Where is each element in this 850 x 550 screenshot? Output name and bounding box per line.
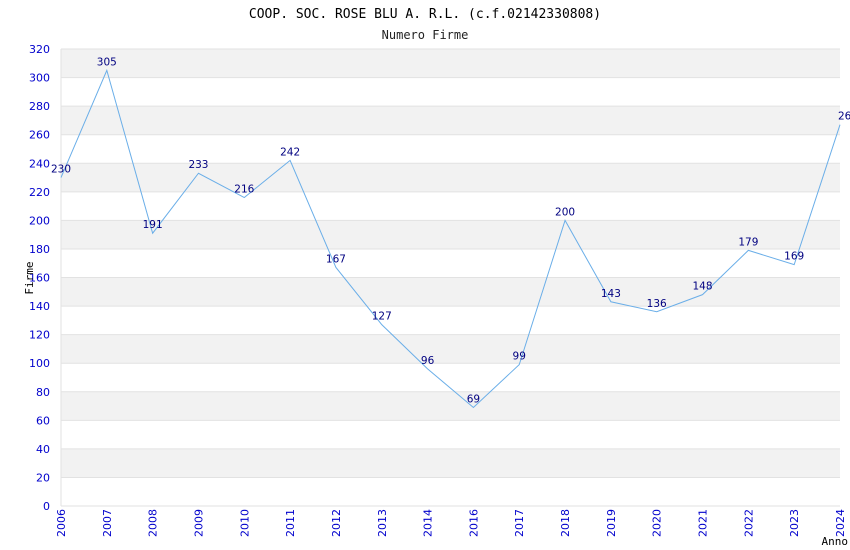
x-tick-label: 2012 <box>330 509 343 537</box>
x-tick-label: 2016 <box>467 509 480 537</box>
y-tick-label: 60 <box>36 414 50 427</box>
data-label: 99 <box>513 351 526 363</box>
y-tick-label: 160 <box>29 272 50 285</box>
data-label: 242 <box>280 146 300 158</box>
grid-band-3 <box>61 277 840 307</box>
data-label: 96 <box>421 355 435 367</box>
data-label: 216 <box>234 184 254 196</box>
y-tick-labels: 0 20 40 60 80 100 120 140 160 180 200 220 240 260 280 3… <box>29 43 50 513</box>
x-tick-label: 2021 <box>697 509 710 537</box>
x-tick-label: 2007 <box>101 509 114 537</box>
grid-band-7 <box>61 49 840 78</box>
series-line <box>60 68 841 409</box>
data-label: 230 <box>51 164 71 176</box>
data-label: 191 <box>143 219 163 231</box>
y-tick-label: 320 <box>29 43 50 56</box>
data-label: 148 <box>693 281 713 293</box>
y-tick-label: 220 <box>29 186 50 199</box>
x-tick-label: 2019 <box>605 509 618 537</box>
data-label: 169 <box>784 251 804 263</box>
chart-subtitle: Numero Firme <box>382 28 469 42</box>
y-tick-label: 240 <box>29 157 50 170</box>
data-label: 179 <box>738 236 758 248</box>
y-tick-label: 80 <box>36 386 50 399</box>
x-tick-label: 2014 <box>422 509 435 537</box>
data-label: 127 <box>372 311 392 323</box>
plot-bands <box>61 49 840 478</box>
data-label: 267 <box>838 111 850 123</box>
x-tick-label: 2023 <box>788 509 801 537</box>
y-tick-label: 100 <box>29 357 50 370</box>
y-tick-label: 0 <box>43 500 50 513</box>
data-label: 305 <box>97 56 117 68</box>
y-tick-label: 300 <box>29 72 50 85</box>
y-axis-title: Firme <box>23 261 36 294</box>
y-tick-label: 280 <box>29 100 50 113</box>
x-tick-label: 2013 <box>376 509 389 537</box>
grid-band-6 <box>61 106 840 135</box>
data-label: 167 <box>326 254 346 266</box>
x-tick-label: 2006 <box>55 509 68 537</box>
grid-band-2 <box>61 334 840 364</box>
x-tick-label: 2020 <box>651 509 664 537</box>
chart-title: COOP. SOC. ROSE BLU A. R.L. (c.f.0214233… <box>249 7 601 22</box>
x-tick-label: 2022 <box>742 509 755 537</box>
y-tick-label: 180 <box>29 243 50 256</box>
x-tick-label: 2008 <box>147 509 160 537</box>
grid-band-0 <box>61 448 840 478</box>
grid-band-4 <box>61 220 840 249</box>
grid-band-5 <box>61 163 840 192</box>
y-tick-label: 260 <box>29 129 50 142</box>
y-tick-label: 140 <box>29 300 50 313</box>
y-tick-label: 20 <box>36 471 50 484</box>
y-tick-label: 40 <box>36 443 50 456</box>
x-axis-title: Anno <box>822 535 849 548</box>
data-label: 200 <box>555 206 575 218</box>
x-tick-label: 2024 <box>834 509 847 537</box>
data-label: 233 <box>188 159 208 171</box>
x-tick-label: 2010 <box>238 509 251 537</box>
x-tick-label: 2011 <box>284 509 297 537</box>
data-label: 136 <box>647 298 667 310</box>
grid-lines <box>60 48 840 507</box>
x-tick-label: 2017 <box>513 509 526 537</box>
x-tick-label: 2018 <box>559 509 572 537</box>
data-labels: 230 305 191 233 216 242 167 127 96 69 99 200 143 136 1… <box>51 56 850 405</box>
data-label: 69 <box>467 393 480 405</box>
x-tick-labels: 2006 2007 2008 2009 2010 2011 2012 2013 2014 2016… <box>55 509 847 537</box>
grid-band-1 <box>61 391 840 421</box>
data-label: 143 <box>601 288 621 300</box>
y-tick-label: 200 <box>29 214 50 227</box>
y-tick-label: 120 <box>29 329 50 342</box>
x-tick-label: 2009 <box>192 509 205 537</box>
